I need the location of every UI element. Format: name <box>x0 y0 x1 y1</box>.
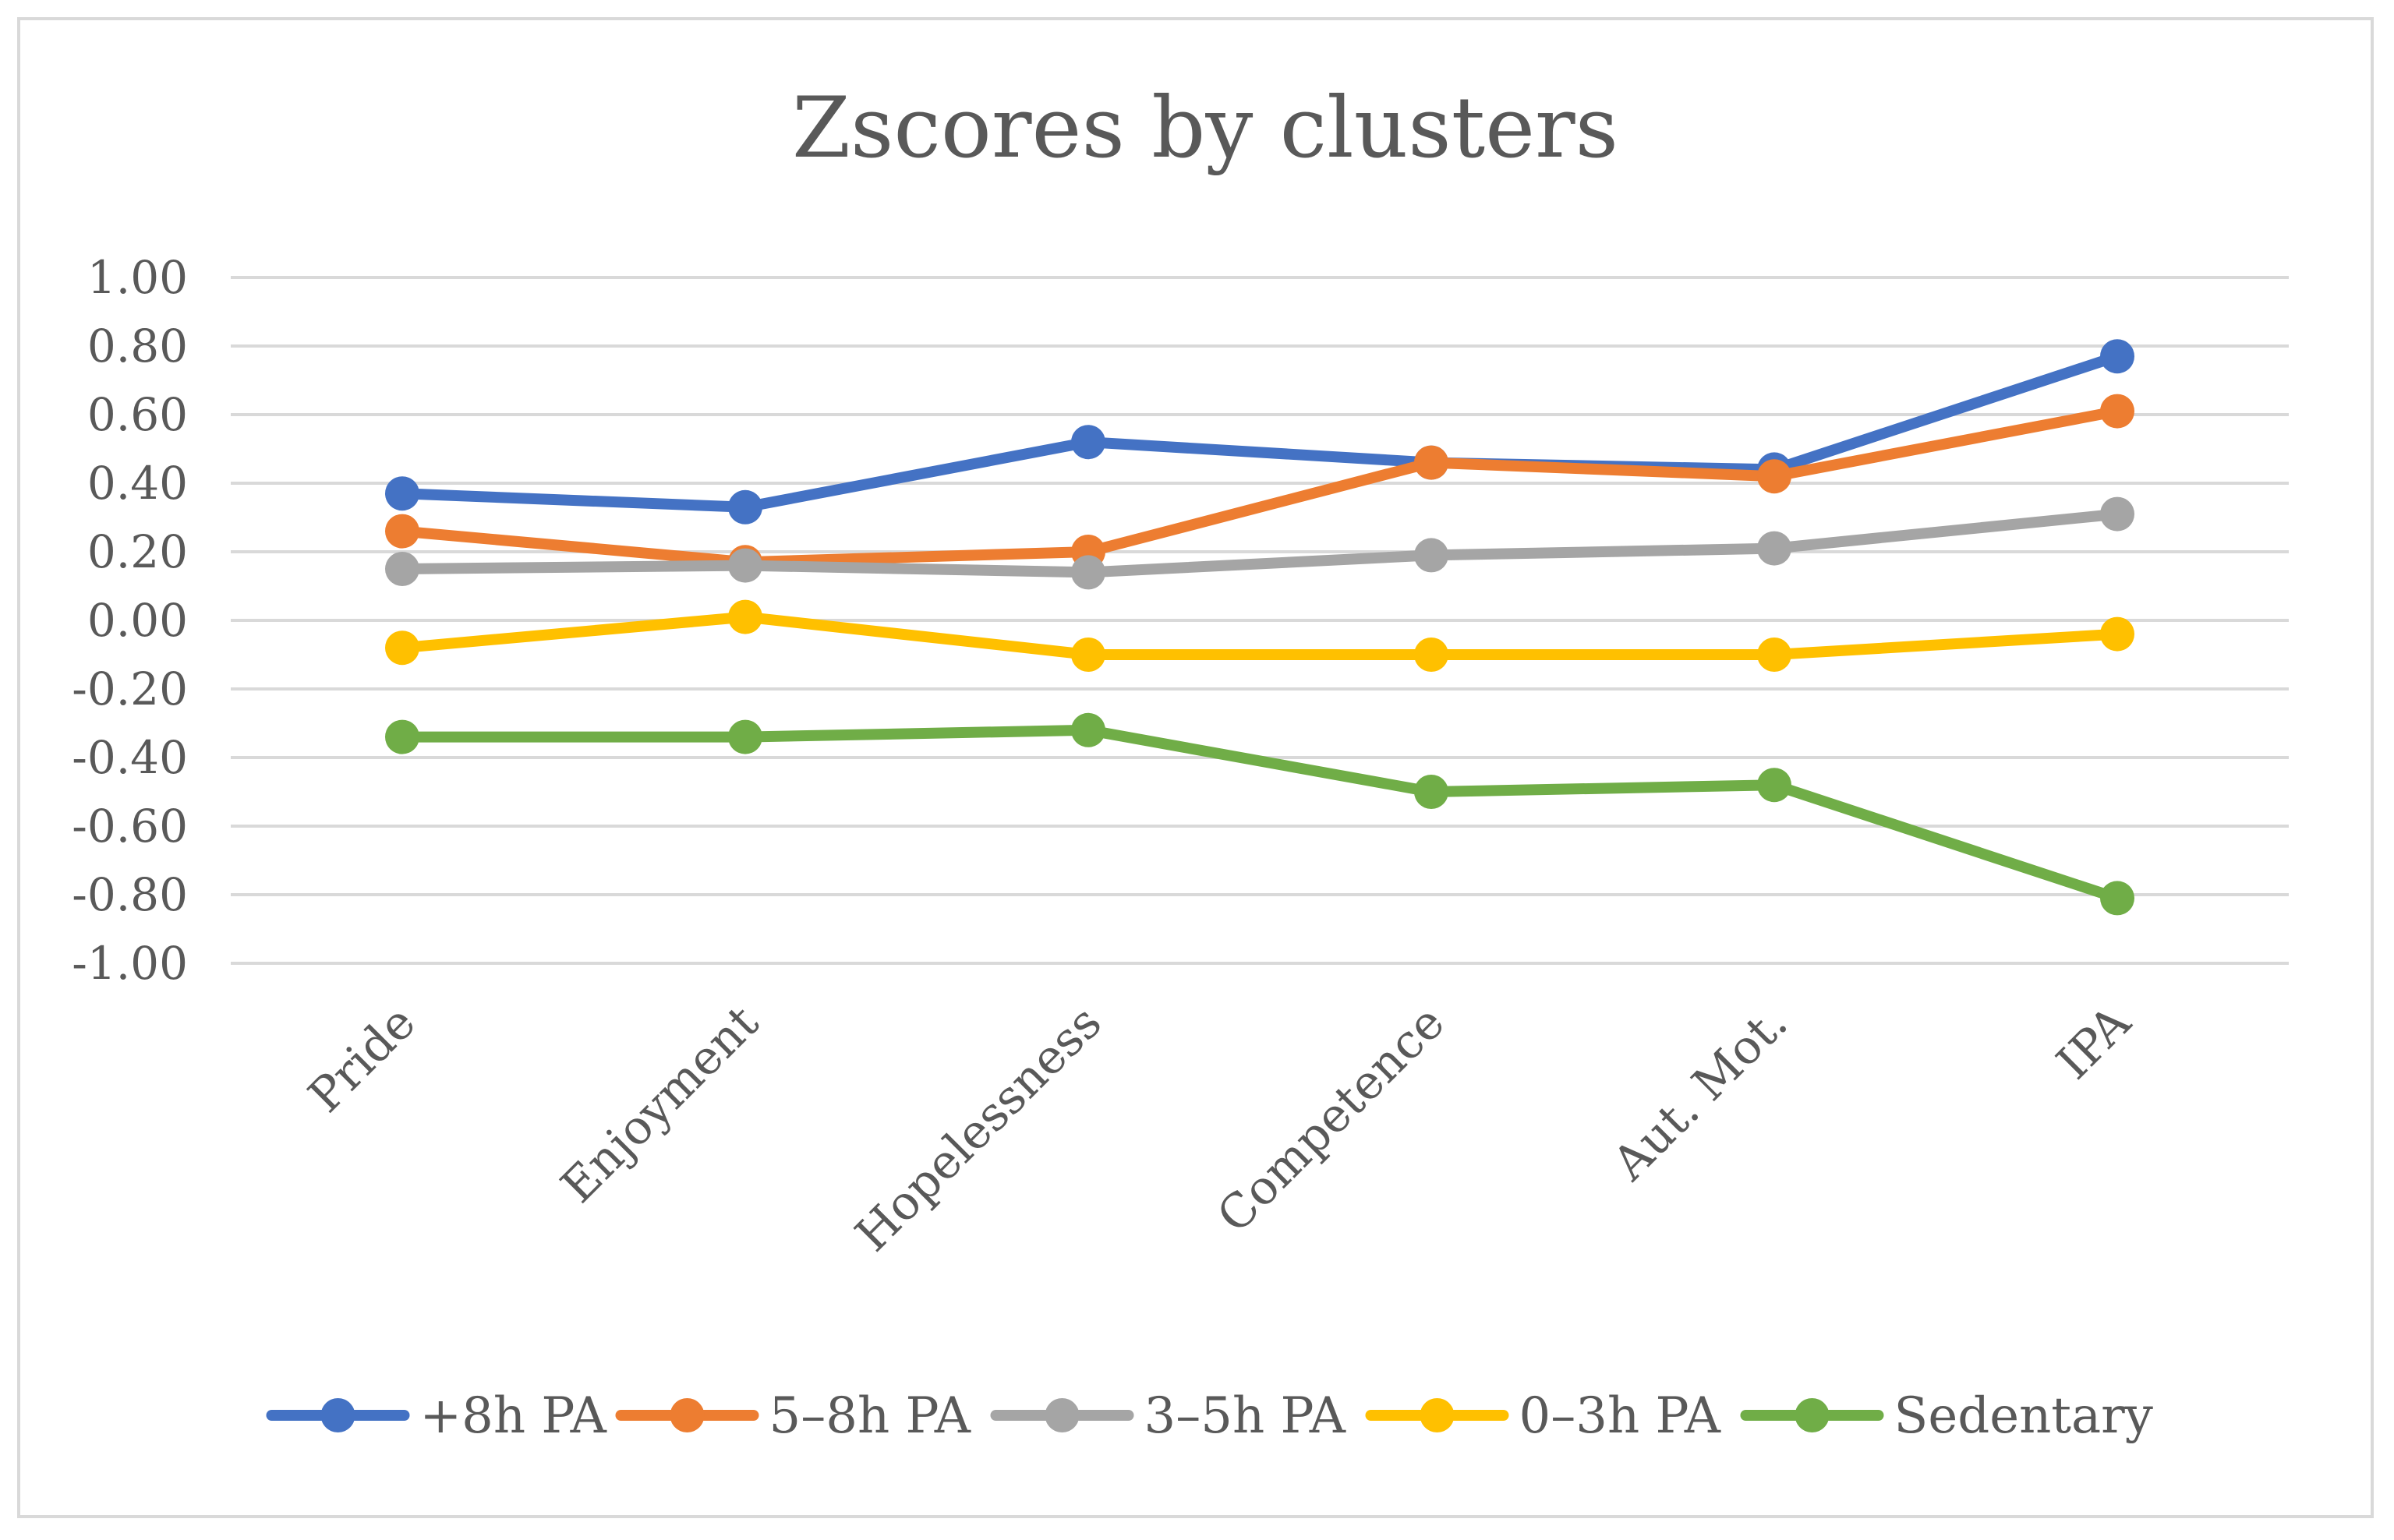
legend-item: Sedentary <box>1740 1387 2153 1445</box>
y-tick-label: 0.20 <box>87 525 188 578</box>
data-point <box>728 489 762 525</box>
data-point <box>1414 445 1448 480</box>
series-line <box>397 611 2123 660</box>
y-tick-label: -0.80 <box>72 868 188 921</box>
series-3 <box>385 599 2134 672</box>
data-point <box>728 599 762 634</box>
y-tick-label: -0.60 <box>72 800 188 853</box>
data-point <box>385 476 419 511</box>
legend-swatch-marker <box>1420 1398 1455 1432</box>
chart-title: Zscores by clusters <box>792 79 1618 177</box>
x-category-label: Aut. Mot. <box>1602 995 1798 1192</box>
series-line <box>397 724 2123 904</box>
series-2 <box>385 496 2134 590</box>
x-category-label: Pride <box>298 995 426 1123</box>
data-point <box>1414 775 1448 809</box>
data-point <box>1414 638 1448 672</box>
y-tick-label: -1.00 <box>72 937 188 990</box>
data-point <box>1071 638 1105 672</box>
x-category-label: Competence <box>1207 995 1455 1243</box>
data-point <box>2100 339 2134 374</box>
x-category-label: Enjoyment <box>550 995 769 1213</box>
data-point <box>1071 425 1105 460</box>
legend-item: 3–5h PA <box>990 1387 1346 1445</box>
data-point <box>385 514 419 549</box>
data-point <box>1071 712 1105 747</box>
x-category-label: IPA <box>2046 995 2141 1090</box>
data-point <box>728 548 762 583</box>
legend-label: 3–5h PA <box>1144 1387 1346 1445</box>
data-point <box>1757 638 1791 672</box>
x-axis-category-labels: Pride Enjoyment Hopelessness Competence Aut.… <box>298 995 2141 1263</box>
y-tick-label: 0.00 <box>87 594 188 647</box>
legend-item: 5–8h PA <box>615 1387 971 1445</box>
legend-label: Sedentary <box>1894 1387 2153 1445</box>
chart-frame: Zscores by clusters 1.00 0.80 0.60 0.40 0.20… <box>17 17 2374 1518</box>
legend-swatch-marker <box>1045 1398 1080 1432</box>
data-point <box>1757 768 1791 803</box>
legend: +8h PA 5–8h PA 3–5h PA 0–3h PA Sedentary <box>266 1387 2153 1445</box>
legend-item: 0–3h PA <box>1365 1387 1721 1445</box>
data-point <box>2100 881 2134 916</box>
chart-svg: Zscores by clusters 1.00 0.80 0.60 0.40 0.20… <box>72 79 2289 1445</box>
series-line <box>397 405 2123 568</box>
series-line <box>397 351 2123 513</box>
data-point <box>385 552 419 586</box>
legend-swatch-marker <box>320 1398 355 1432</box>
y-tick-label: 0.60 <box>87 388 188 441</box>
y-tick-label: -0.20 <box>72 662 188 715</box>
legend-swatch-marker <box>1795 1398 1830 1432</box>
series-line <box>397 508 2123 578</box>
legend-label: +8h PA <box>420 1387 607 1445</box>
y-axis-tick-labels: 1.00 0.80 0.60 0.40 0.20 0.00 -0.20 -0.40 -0.60 -… <box>72 251 188 990</box>
data-point <box>2100 394 2134 429</box>
gridlines <box>231 276 2289 965</box>
legend-swatch-marker <box>670 1398 705 1432</box>
data-point <box>1414 538 1448 573</box>
data-point <box>728 719 762 754</box>
legend-label: 0–3h PA <box>1519 1387 1721 1445</box>
data-point <box>385 719 419 754</box>
series-lines <box>385 339 2134 916</box>
data-point <box>1757 531 1791 566</box>
y-tick-label: 0.40 <box>87 457 188 510</box>
series-1 <box>385 394 2134 580</box>
data-point <box>2100 496 2134 532</box>
data-point <box>2100 616 2134 652</box>
data-point <box>1071 555 1105 590</box>
y-tick-label: 0.80 <box>87 320 188 373</box>
series-0 <box>385 339 2134 525</box>
legend-item: +8h PA <box>266 1387 607 1445</box>
x-category-label: Hopelessness <box>845 995 1112 1263</box>
y-tick-label: 1.00 <box>87 251 188 304</box>
y-tick-label: -0.40 <box>72 731 188 784</box>
series-4 <box>385 712 2134 916</box>
data-point <box>385 630 419 666</box>
data-point <box>1757 459 1791 494</box>
legend-label: 5–8h PA <box>769 1387 971 1445</box>
